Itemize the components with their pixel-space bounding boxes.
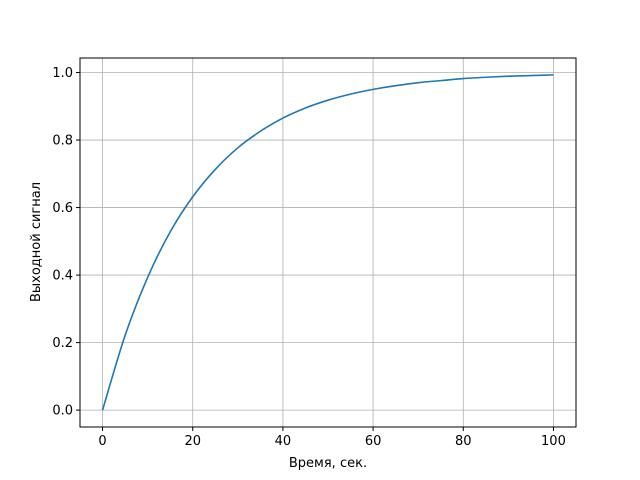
plot-frame: [79, 57, 577, 428]
y-axis-label: Выходной сигнал: [29, 182, 44, 302]
x-tick-label: 60: [365, 434, 382, 449]
x-tick-label: 20: [184, 434, 201, 449]
y-tick-label: 0.0: [52, 404, 73, 419]
x-tick-label: 80: [455, 434, 472, 449]
y-axis-ticks: 0.0 0.2 0.4 0.6 0.8 1.0: [52, 66, 80, 419]
y-tick-label: 1.0: [52, 66, 73, 81]
x-tick-label: 0: [98, 434, 106, 449]
x-axis-label: Время, сек.: [289, 456, 367, 471]
y-tick-label: 0.6: [52, 201, 73, 216]
y-tick-label: 0.2: [52, 336, 73, 351]
y-tick-label: 0.8: [52, 134, 73, 149]
series-layer: [101, 74, 554, 411]
x-tick-label: 100: [541, 434, 566, 449]
x-axis-ticks: 0 20 40 60 80 100: [98, 427, 566, 449]
series-line: [101, 74, 554, 411]
grid: [80, 58, 576, 427]
x-tick-label: 40: [275, 434, 292, 449]
y-tick-label: 0.4: [52, 269, 73, 284]
